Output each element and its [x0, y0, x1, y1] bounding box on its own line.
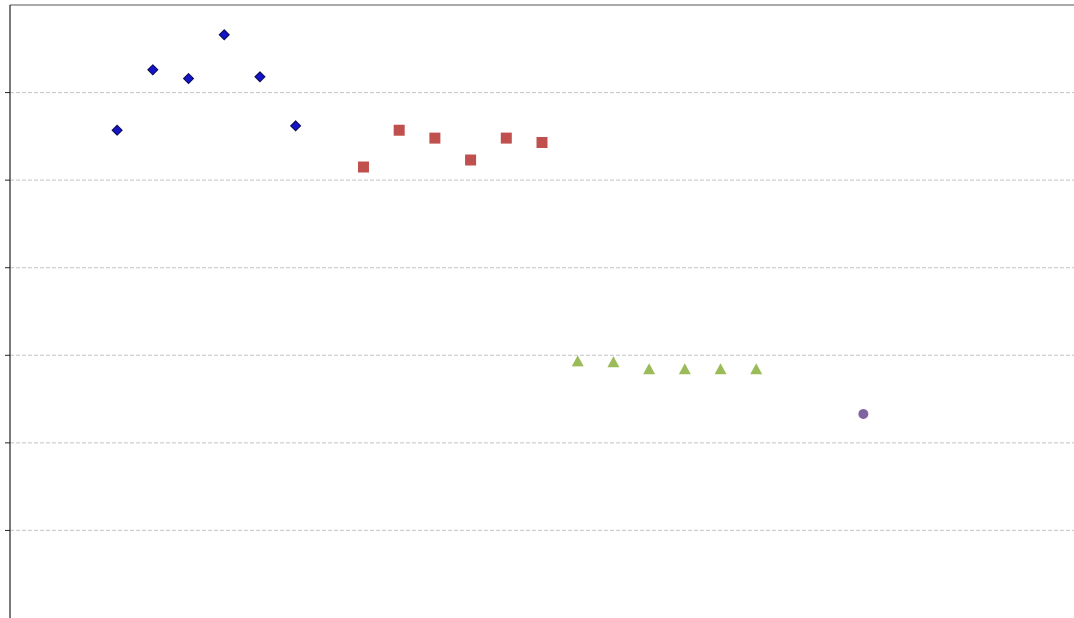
- point: [429, 132, 441, 144]
- point: [750, 363, 763, 375]
- point: [289, 120, 302, 132]
- point: [714, 363, 727, 375]
- point: [393, 124, 405, 136]
- point: [607, 356, 620, 368]
- point: [147, 64, 159, 76]
- point: [536, 136, 548, 148]
- point: [182, 72, 195, 85]
- point: [678, 363, 691, 375]
- point: [111, 124, 123, 136]
- point: [357, 161, 369, 173]
- point: [465, 154, 477, 166]
- point: [500, 132, 512, 144]
- point: [858, 408, 869, 419]
- point: [643, 363, 656, 375]
- point: [571, 355, 584, 367]
- point: [218, 29, 230, 41]
- point: [254, 71, 266, 83]
